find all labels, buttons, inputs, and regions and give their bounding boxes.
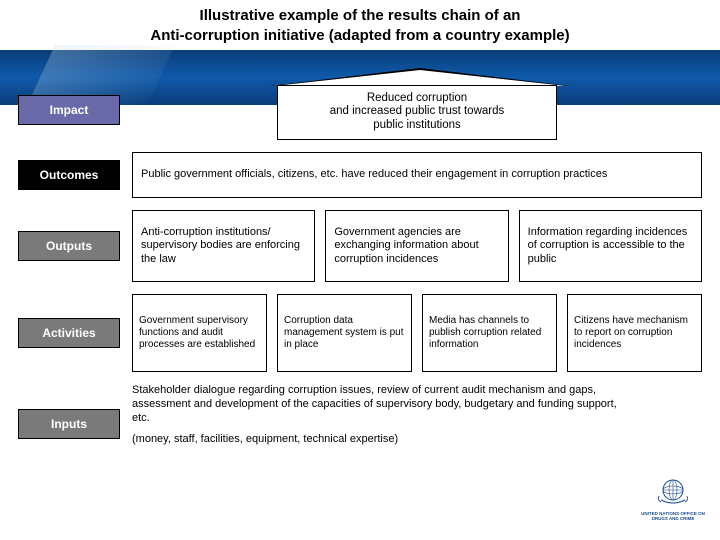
output-text-1: Anti-corruption institutions/ supervisor…: [141, 226, 306, 266]
label-impact: Impact: [18, 95, 120, 125]
row-activities: Activities Government supervisory functi…: [0, 294, 720, 372]
activity-text-2: Corruption data management system is put…: [284, 315, 405, 351]
row-inputs: Inputs Stakeholder dialogue regarding co…: [0, 384, 720, 464]
impact-text: Reduced corruption and increased public …: [330, 92, 505, 132]
impact-arrow-icon: [270, 68, 570, 86]
output-box-3: Information regarding incidences of corr…: [519, 210, 702, 282]
inputs-text-2: (money, staff, facilities, equipment, te…: [132, 433, 620, 447]
row-outputs: Outputs Anti-corruption institutions/ su…: [0, 210, 720, 282]
output-text-2: Government agencies are exchanging infor…: [334, 226, 499, 266]
unodc-logo: UNITED NATIONS OFFICE ON DRUGS AND CRIME: [640, 470, 706, 530]
label-inputs: Inputs: [18, 409, 120, 439]
results-chain: Impact Reduced corruption and increased …: [0, 80, 720, 476]
outcomes-box: Public government officials, citizens, e…: [132, 152, 702, 198]
label-outputs: Outputs: [18, 231, 120, 261]
activity-box-4: Citizens have mechanism to report on cor…: [567, 294, 702, 372]
row-outcomes: Outcomes Public government officials, ci…: [0, 152, 720, 198]
activity-box-3: Media has channels to publish corruption…: [422, 294, 557, 372]
activity-text-4: Citizens have mechanism to report on cor…: [574, 315, 695, 351]
outcomes-text: Public government officials, citizens, e…: [141, 168, 607, 181]
logo-text: UNITED NATIONS OFFICE ON DRUGS AND CRIME: [640, 512, 706, 522]
activity-box-2: Corruption data management system is put…: [277, 294, 412, 372]
activity-text-1: Government supervisory functions and aud…: [139, 315, 260, 351]
activity-text-3: Media has channels to publish corruption…: [429, 315, 550, 351]
impact-box: Reduced corruption and increased public …: [277, 85, 557, 140]
globe-icon: [653, 470, 693, 510]
inputs-text-1: Stakeholder dialogue regarding corruptio…: [132, 384, 620, 425]
page-title: Illustrative example of the results chai…: [0, 6, 720, 45]
title-line-1: Illustrative example of the results chai…: [200, 7, 521, 24]
title-line-2: Anti-corruption initiative (adapted from…: [150, 27, 569, 44]
output-box-2: Government agencies are exchanging infor…: [325, 210, 508, 282]
row-impact: Impact Reduced corruption and increased …: [0, 80, 720, 140]
inputs-content: Stakeholder dialogue regarding corruptio…: [120, 384, 720, 464]
activity-box-1: Government supervisory functions and aud…: [132, 294, 267, 372]
output-text-3: Information regarding incidences of corr…: [528, 226, 693, 266]
output-box-1: Anti-corruption institutions/ supervisor…: [132, 210, 315, 282]
label-outcomes: Outcomes: [18, 160, 120, 190]
label-activities: Activities: [18, 318, 120, 348]
